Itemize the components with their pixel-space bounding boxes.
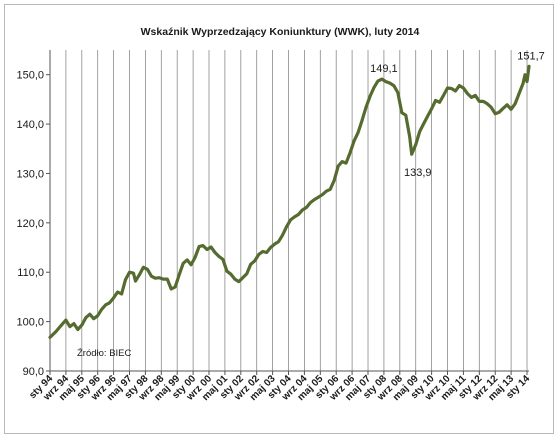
y-tick-label: 120,0 [16, 218, 44, 230]
series-layer [48, 64, 531, 339]
annotation-label: 149,1 [370, 63, 398, 75]
source-note: Źródło: BIEC [77, 348, 132, 359]
chart-title: Wskaźnik Wyprzedzający Koniunktury (WWK)… [141, 26, 420, 38]
y-tick-label: 110,0 [17, 267, 44, 279]
y-tick-label: 130,0 [16, 168, 44, 180]
y-tick-label: 90,0 [23, 366, 44, 378]
y-tick-label: 100,0 [16, 317, 44, 329]
y-tick-labels: 90,0 100,0 110,0 120,0 130,0 140,0 150,0 [16, 70, 50, 378]
axes [49, 50, 529, 372]
chart-svg: Wskaźnik Wyprzedzający Koniunktury (WWK)… [16, 26, 545, 403]
chart-frame: Wskaźnik Wyprzedzający Koniunktury (WWK)… [4, 4, 554, 434]
annotation-label: 133,9 [404, 167, 432, 179]
series-line [48, 64, 531, 339]
y-tick-label: 140,0 [16, 119, 44, 131]
y-tick-label: 150,0 [16, 70, 44, 82]
vertical-gridlines [49, 50, 528, 371]
annotations: 149,1 133,9 151,7 [370, 50, 545, 179]
annotation-label: 151,7 [517, 50, 545, 62]
